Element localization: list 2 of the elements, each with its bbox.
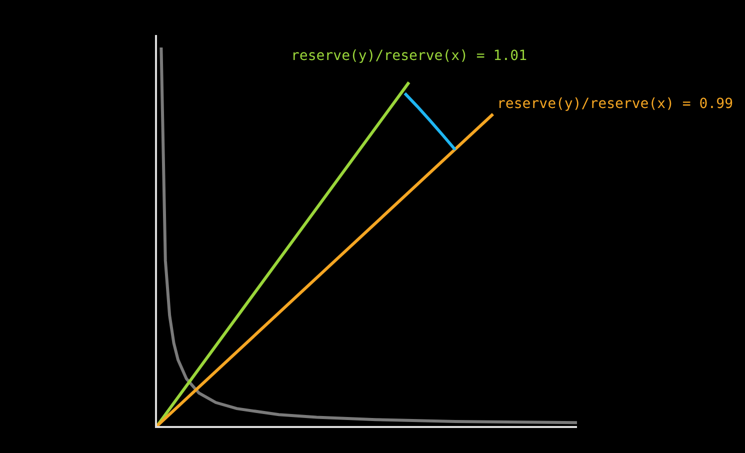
annotation: reserve(y)/reserve(x) = 1.01 [291,48,528,64]
annotation: reserve(y)/reserve(x) = 0.99 [497,96,734,112]
